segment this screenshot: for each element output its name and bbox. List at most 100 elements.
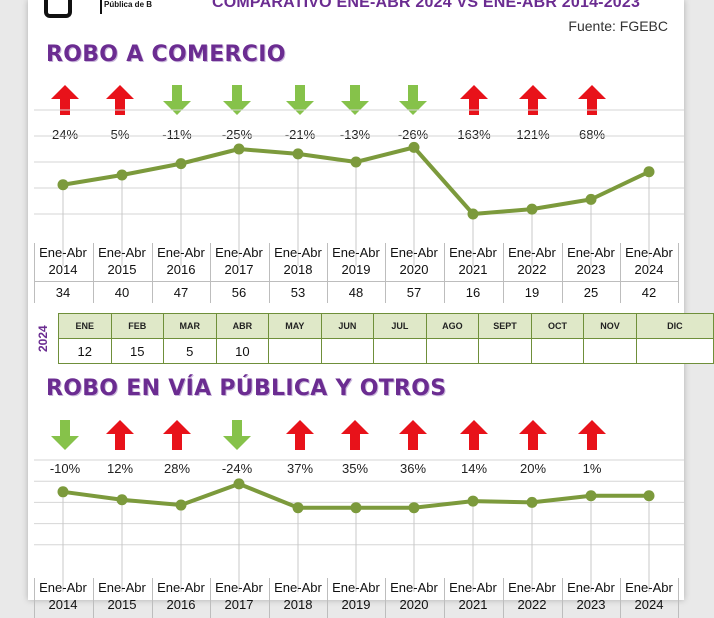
robo-via-publica-year-label: 2016 <box>166 597 196 612</box>
arrow-up-icon <box>50 84 80 120</box>
robo-comercio-count-label: 47 <box>173 285 189 300</box>
robo-comercio-change-label: -25% <box>221 127 253 142</box>
robo-comercio-data-point <box>585 193 597 205</box>
robo-comercio-axis-separator <box>151 243 153 303</box>
robo-comercio-data-point <box>175 158 187 170</box>
robo-via-publica-change-label: -24% <box>221 461 253 476</box>
month-header: ABR <box>215 313 270 339</box>
robo-via-publica-data-point <box>350 502 362 514</box>
month-value <box>530 338 585 364</box>
robo-via-publica-axis-separator <box>443 578 445 618</box>
robo-comercio-data-point <box>233 143 245 155</box>
robo-via-publica-data-point <box>57 486 69 498</box>
robo-comercio-count-label: 34 <box>55 285 71 300</box>
robo-comercio-axis-separator <box>210 243 211 303</box>
arrow-up-icon <box>577 84 607 120</box>
robo-via-publica-axis-separator <box>34 578 35 618</box>
month-value: 15 <box>110 338 165 364</box>
robo-via-publica-change-label: 1% <box>582 461 602 476</box>
robo-comercio-period-label: Ene-Abr <box>215 245 263 260</box>
line-chart-robo-comercio <box>34 109 684 266</box>
month-header: FEB <box>110 313 165 339</box>
month-value: 12 <box>58 338 112 364</box>
month-value <box>583 338 637 364</box>
robo-via-publica-axis-separator <box>327 578 328 618</box>
robo-comercio-year-label: 2024 <box>634 262 664 277</box>
month-value <box>373 338 427 364</box>
arrow-down-icon <box>222 419 252 455</box>
robo-via-publica-period-label: Ene-Abr <box>508 580 556 595</box>
robo-via-publica-year-label: 2020 <box>399 597 429 612</box>
robo-comercio-data-point <box>57 179 69 191</box>
robo-via-publica-axis-separator <box>92 578 94 618</box>
robo-via-publica-period-label: Ene-Abr <box>157 580 205 595</box>
robo-via-publica-change-label: 37% <box>286 461 314 476</box>
month-value: 10 <box>215 338 270 364</box>
robo-comercio-period-label: Ene-Abr <box>274 245 322 260</box>
robo-comercio-count-label: 53 <box>290 285 306 300</box>
robo-via-publica-data-point <box>408 502 420 514</box>
robo-via-publica-change-label: 28% <box>163 461 191 476</box>
robo-comercio-period-label: Ene-Abr <box>508 245 556 260</box>
arrow-up-icon <box>459 84 489 120</box>
robo-comercio-count-label: 40 <box>114 285 130 300</box>
robo-via-publica-period-label: Ene-Abr <box>390 580 438 595</box>
robo-comercio-axis-divider <box>34 281 678 282</box>
robo-comercio-period-label: Ene-Abr <box>567 245 615 260</box>
section-title-robo-comercio: ROBO A COMERCIO <box>46 42 286 67</box>
robo-via-publica-period-label: Ene-Abr <box>332 580 380 595</box>
robo-comercio-axis-separator <box>678 243 679 303</box>
robo-via-publica-axis-separator <box>678 578 679 618</box>
robo-comercio-axis-separator <box>443 243 445 303</box>
line-chart-robo-via-publica <box>34 459 684 592</box>
robo-comercio-axis-separator <box>268 243 270 303</box>
robo-comercio-count-label: 57 <box>406 285 422 300</box>
robo-via-publica-year-label: 2015 <box>107 597 137 612</box>
months-table-year: 2024 <box>36 325 50 352</box>
month-header: AGO <box>425 313 480 339</box>
robo-comercio-change-label: 24% <box>51 127 79 142</box>
month-value: 5 <box>163 338 217 364</box>
robo-via-publica-year-label: 2018 <box>283 597 313 612</box>
arrow-up-icon <box>518 419 548 455</box>
arrow-down-icon <box>340 84 370 120</box>
robo-via-publica-change-label: 36% <box>399 461 427 476</box>
robo-via-publica-period-label: Ene-Abr <box>215 580 263 595</box>
robo-via-publica-year-label: 2021 <box>458 597 488 612</box>
robo-via-publica-axis-separator <box>561 578 563 618</box>
robo-via-publica-period-label: Ene-Abr <box>274 580 322 595</box>
robo-via-publica-period-label: Ene-Abr <box>449 580 497 595</box>
robo-comercio-count-label: 48 <box>348 285 364 300</box>
robo-comercio-change-label: 5% <box>110 127 130 142</box>
arrow-up-icon <box>105 419 135 455</box>
month-value <box>635 338 714 364</box>
month-header: NOV <box>583 313 637 339</box>
robo-comercio-count-label: 19 <box>524 285 540 300</box>
robo-via-publica-axis-separator <box>268 578 270 618</box>
robo-via-publica-axis-separator <box>385 578 386 618</box>
robo-via-publica-year-label: 2024 <box>634 597 664 612</box>
robo-comercio-change-label: -21% <box>284 127 316 142</box>
robo-comercio-count-label: 42 <box>641 285 657 300</box>
robo-comercio-axis-separator <box>561 243 563 303</box>
robo-via-publica-year-label: 2019 <box>341 597 371 612</box>
robo-via-publica-change-label: 12% <box>106 461 134 476</box>
robo-via-publica-data-point <box>585 490 597 502</box>
robo-via-publica-period-label: Ene-Abr <box>98 580 146 595</box>
robo-via-publica-data-point <box>233 478 245 490</box>
month-value <box>425 338 480 364</box>
robo-comercio-axis-separator <box>502 243 504 303</box>
logo-icon <box>44 0 72 18</box>
robo-comercio-axis-separator <box>34 243 35 303</box>
robo-comercio-count-label: 25 <box>583 285 599 300</box>
arrow-up-icon <box>459 419 489 455</box>
robo-via-publica-axis-separator <box>502 578 504 618</box>
month-header: SEPT <box>478 313 532 339</box>
robo-comercio-axis-separator <box>620 243 621 303</box>
robo-via-publica-year-label: 2023 <box>576 597 606 612</box>
robo-via-publica-axis-separator <box>210 578 211 618</box>
month-value <box>268 338 322 364</box>
robo-via-publica-data-point <box>467 495 479 507</box>
robo-comercio-count-label: 56 <box>231 285 247 300</box>
robo-comercio-data-point <box>292 148 304 160</box>
